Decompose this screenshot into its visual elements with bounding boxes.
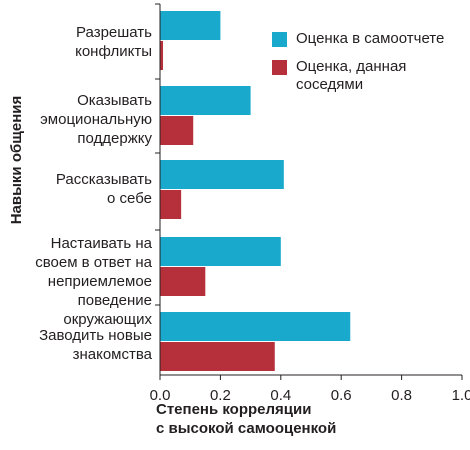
category-label-4-line-1: Настаивать на xyxy=(50,235,152,252)
legend-label-self-report: Оценка в самоотчете xyxy=(296,30,445,47)
category-label-2: Оказывать эмоциональную поддержку xyxy=(14,91,152,148)
category-label-3: Рассказывать о себе xyxy=(14,170,152,208)
bar-neighbors-1 xyxy=(160,41,164,70)
bar-neighbors-3 xyxy=(160,190,182,219)
legend-swatch-self-report xyxy=(272,32,287,47)
category-label-2-line-1: Оказывать xyxy=(77,92,152,109)
category-label-5: Заводить новые знакомства xyxy=(14,326,152,364)
bar-self-report-5 xyxy=(160,312,351,341)
legend-label-neighbors-line-2: соседями xyxy=(296,76,364,93)
category-label-4-line-4: поведение xyxy=(77,292,152,309)
bar-self-report-2 xyxy=(160,86,251,115)
category-label-4: Настаивать на своем в ответ на неприемлемо… xyxy=(14,234,152,329)
bar-self-report-4 xyxy=(160,237,281,266)
bar-self-report-1 xyxy=(160,11,221,40)
bar-self-report-3 xyxy=(160,160,284,189)
legend-label-neighbors-line-1: Оценка, данная xyxy=(296,58,407,75)
bar-neighbors-4 xyxy=(160,267,206,296)
category-label-4-line-5: окружающих xyxy=(63,311,152,328)
bar-neighbors-2 xyxy=(160,116,194,145)
legend-swatch-neighbors xyxy=(272,60,287,75)
x-tick-label-5: 0.8 xyxy=(391,387,412,404)
category-label-3-line-1: Рассказывать xyxy=(55,171,152,188)
category-label-1-line-2: конфликты xyxy=(75,43,152,60)
legend-item-neighbors: Оценка, данная соседями xyxy=(272,58,462,94)
bar-neighbors-5 xyxy=(160,342,275,371)
category-label-2-line-3: поддержку xyxy=(77,130,152,147)
category-label-3-line-2: о себе xyxy=(107,190,152,207)
x-tick-label-4: 0.6 xyxy=(331,387,352,404)
category-label-2-line-2: эмоциональную xyxy=(40,111,152,128)
x-tick-label-6: 1.0 xyxy=(452,387,470,404)
category-label-5-line-1: Заводить новые xyxy=(39,327,152,344)
legend: Оценка в самоотчете Оценка, данная сосед… xyxy=(272,30,462,104)
category-label-1-line-1: Разрешать xyxy=(76,24,152,41)
category-label-4-line-2: своем в ответ на xyxy=(35,254,152,271)
x-axis-title-line-1: Степень корреляции xyxy=(156,401,312,418)
legend-item-self-report: Оценка в самоотчете xyxy=(272,30,462,48)
category-label-1: Разрешать конфликты xyxy=(14,23,152,61)
category-label-5-line-2: знакомства xyxy=(72,346,152,363)
category-label-4-line-3: неприемлемое xyxy=(47,273,152,290)
x-tick-label-2: 0.2 xyxy=(210,387,231,404)
x-axis-title-line-2: с высокой самооценкой xyxy=(156,420,337,437)
x-axis-title: Степень корреляции с высокой самооценкой xyxy=(156,400,416,438)
x-tick-label-1: 0.0 xyxy=(150,387,171,404)
x-tick-label-3: 0.4 xyxy=(270,387,291,404)
